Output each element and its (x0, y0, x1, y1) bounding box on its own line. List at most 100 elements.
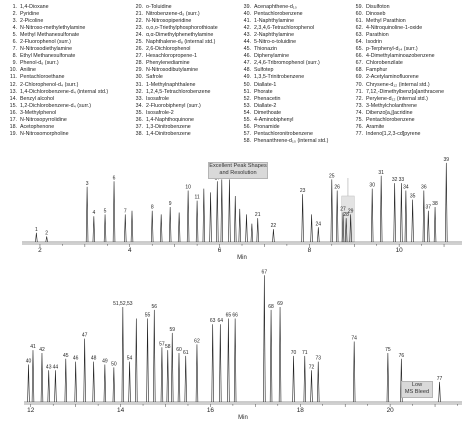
compound-number: 57. (243, 130, 251, 137)
compound-name: 1,4-Naphthoquinone (146, 116, 195, 123)
compound-entry: 25. Naphthalene-d₈ (internal std.) (126, 39, 242, 46)
peak-label: 21 (255, 212, 261, 218)
x-tick-label: 20 (387, 407, 395, 414)
compound-number: 73. (355, 102, 363, 109)
compound-number: 54. (243, 109, 251, 116)
compound-entry: 44. 5-Nitro-o-toluidine (234, 39, 350, 46)
chromatogram-peak (64, 358, 67, 403)
x-tick-label: 10 (396, 247, 404, 254)
chromatogram-peak (411, 199, 414, 243)
chromatogram-peak (35, 232, 38, 243)
compound-name: 2-Chlorophenol-d₄ (surr.) (20, 81, 79, 88)
compound-name: Dibenzo[a,j]acridine (366, 109, 413, 116)
peak-label: 50 (111, 361, 117, 367)
chromatogram-peak (250, 223, 254, 243)
compound-number: 30. (135, 74, 143, 81)
chromatogram-peak (128, 361, 131, 403)
compound-name: Disulfoton (366, 4, 390, 10)
compound-name: Isosafrole-2 (146, 109, 174, 116)
peak-label: 69 (277, 301, 283, 307)
compound-entry: 29. N-Nitrosodibutylamine (126, 67, 242, 74)
compound-entry: 46. Diphenylamine (234, 53, 350, 60)
chromatogram-peak (216, 181, 219, 243)
compound-number: 20. (135, 4, 143, 10)
compound-name: Isodrin (366, 39, 382, 46)
compound-entry: 66. 4-Dimethylaminoazobenzene (346, 53, 474, 60)
chromatogram-peak (159, 214, 163, 243)
peak-label: 55 (145, 312, 151, 318)
peak-label: 28 (343, 212, 349, 218)
peak-label: 49 (102, 359, 108, 365)
compound-name: N-Nitrosodibutylamine (146, 67, 199, 74)
chromatogram-peak (151, 210, 154, 243)
compound-entry: 77. Indeno[1,2,3-cd]pyrene (346, 131, 474, 138)
peak-label: 33 (399, 177, 405, 183)
compound-number: 69. (355, 74, 363, 81)
peak-label: 68 (268, 304, 274, 310)
compound-number: 37. (135, 123, 143, 130)
chromatogram-peak (352, 341, 356, 403)
compound-entry: 24. α,α-Dimethylphenethylamine (126, 32, 242, 39)
compound-name: N-Nitroso-methylethylamine (20, 25, 86, 32)
compound-entry: 54. Dimethoate (234, 110, 350, 117)
compound-entry: 8. Ethyl Methanesulfonate (0, 53, 112, 60)
compound-number: 49. (243, 74, 251, 81)
chromatogram-peak (227, 318, 230, 403)
chromatogram-peak (310, 370, 313, 403)
peak-label: 75 (385, 347, 391, 353)
compound-name: Methyl Methanesulfonate (20, 32, 80, 39)
peak-label: 45 (63, 353, 69, 359)
compound-entry: 30. Safrole (126, 74, 242, 81)
compound-name: Diphenylamine (254, 53, 290, 60)
compound-name: 1,4-Dichlorobenzene-d₄ (internal std.) (20, 88, 109, 95)
chromatogram-peak (238, 208, 241, 243)
peak-label: 74 (351, 336, 357, 342)
compound-number: 5. (12, 32, 17, 39)
compound-number: 27. (135, 53, 143, 60)
peak-label: 30 (369, 183, 375, 189)
chromatogram-peak (153, 309, 156, 403)
compound-entry: 31. 1-Methylnaphthalene (126, 82, 242, 89)
chromatogram-peak (211, 324, 214, 403)
peak-label: 51,52,53 (113, 301, 133, 307)
chromatogram-peak (27, 364, 30, 403)
peak-label: 62 (194, 338, 200, 344)
chromatogram-peak (112, 367, 116, 403)
compound-name: 2,4,6-Tribromophenol (surr.) (254, 60, 320, 67)
chromatogram-peak (292, 355, 295, 403)
compound-name: Pentachlorobenzene (254, 11, 303, 18)
compound-number: 12. (9, 81, 17, 88)
peak-label: 36 (421, 184, 427, 190)
compound-entry: 27. Hexachloropropene-1 (126, 53, 242, 60)
chromatogram-peak (228, 179, 231, 243)
compound-number: 10. (9, 67, 17, 74)
x-axis-label: Min (237, 255, 247, 261)
chromatogram-peak (92, 216, 96, 243)
chromatogram-peak (186, 190, 190, 243)
compound-entry: 1. 1,4-Dioxane (0, 4, 112, 11)
compound-entry: 65. p-Terphenyl-d₁₄ (surr.) (346, 46, 474, 53)
peak-label: 47 (82, 333, 88, 339)
compound-entry: 61. Methyl Parathion (346, 18, 474, 25)
compound-number: 70. (355, 81, 363, 88)
x-tick-label: 6 (218, 247, 222, 254)
chromatogram-peak (371, 188, 374, 243)
compound-entry: 11. Pentachloroethane (0, 74, 112, 81)
compound-name: N-Nitrosomorpholine (20, 130, 69, 137)
compound-entry: 6. 2-Fluorophenol (surr.) (0, 39, 112, 46)
compound-name: 2-Fluorophenol (surr.) (20, 39, 71, 46)
x-tick-label: 4 (128, 247, 132, 254)
compound-number: 41. (243, 18, 251, 25)
compound-number: 76. (355, 123, 363, 130)
compound-name: 2-Picoline (20, 18, 44, 25)
chromatogram-peak (301, 194, 304, 243)
compound-number: 61. (355, 18, 363, 25)
peak-label: 31 (378, 170, 384, 176)
chromatogram-peak (31, 350, 35, 403)
peak-label: 3 (86, 181, 89, 187)
compound-entry: 28. Phenylenediamine (126, 60, 242, 67)
chromatogram-peak (256, 218, 259, 243)
compound-name: Benzyl alcohol (20, 95, 55, 102)
compound-entry: 69. 2-Acetylaminofluorene (346, 74, 474, 81)
